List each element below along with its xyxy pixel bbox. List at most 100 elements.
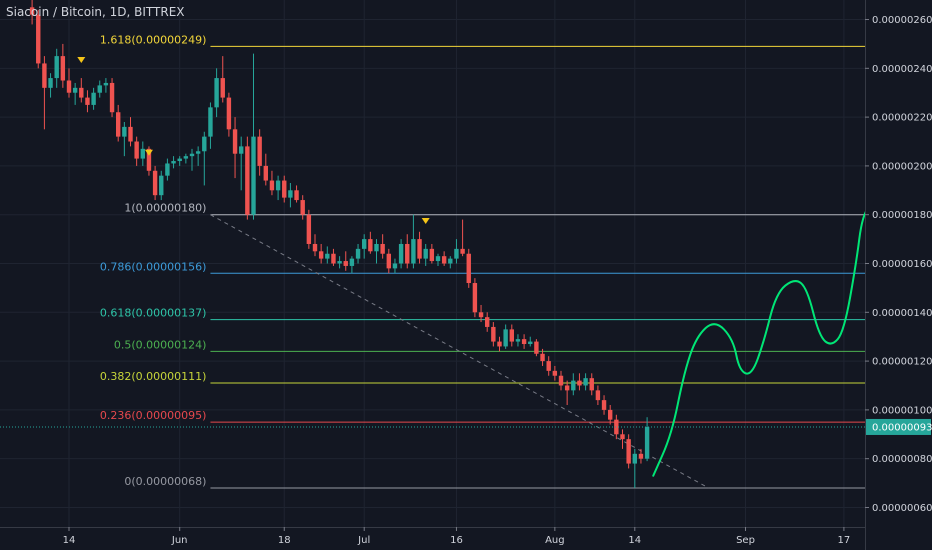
candle-body [48,78,53,88]
candle-body [103,82,109,86]
candle-body [152,170,158,196]
time-tick-label: Aug [545,535,565,546]
candle-body [478,312,484,318]
candle-body [134,141,139,159]
signal-marker-icon [421,218,430,225]
candle-body [232,129,238,154]
candle-body [214,78,219,108]
candle-body [564,385,570,391]
price-tick-label: 0.00000140 [872,308,932,319]
candle-body [528,341,533,345]
candle-body [325,253,330,259]
fib-level-label: 1(0.00000180) [124,202,206,215]
candle-body [263,165,268,181]
candle-body [571,380,576,391]
fib-level-label: 0(0.00000068) [124,475,206,488]
candle-body [208,107,213,137]
time-tick-label: 16 [450,535,463,546]
price-axis-background [865,0,932,550]
candle-body [159,175,164,196]
candle-body [552,370,558,376]
candle-body [540,353,545,362]
price-tick-label: 0.00000100 [872,405,932,416]
time-tick-label: 17 [838,535,851,546]
candle-body [503,329,508,347]
candle-body [251,136,256,215]
candle-body [122,126,127,137]
candle-body [195,151,201,154]
candle-body [257,136,262,166]
candle-body [386,253,391,269]
candle-body [644,426,650,459]
fib-retracement[interactable]: 1.618(0.00000249) 1(0.00000180) 0.786(0.00… [100,33,865,489]
candle-body [245,146,250,215]
candle-body [72,87,78,93]
signal-markers [77,56,430,225]
candle-body [411,239,416,264]
candle-body [165,163,170,176]
candle-body [116,112,121,137]
candle-body [614,419,619,435]
candle-body [448,258,453,264]
candle-body [454,248,459,259]
candle-body [460,248,465,254]
candle-body [577,380,582,386]
candle-body [546,361,551,371]
fib-level-label: 1.618(0.00000249) [100,33,207,46]
candle-body [177,158,182,162]
candle-body [306,214,312,244]
candle-body [282,180,287,198]
symbol-title: Siacoin / Bitcoin, 1D, BITTREX [6,5,185,19]
candle-body [632,453,637,464]
price-tick-label: 0.00000160 [872,259,932,270]
candle-body [183,156,189,159]
candle-body [534,341,539,354]
candle-body [368,239,373,252]
projection-path[interactable] [652,203,882,477]
candle-body [423,248,428,259]
candle-body [29,7,35,15]
time-tick-label: Jun [171,535,188,546]
candle-body [226,97,232,130]
fib-level-label: 0.382(0.00000111) [100,370,207,383]
candle-body [91,92,96,105]
candle-body [441,256,447,264]
candle-body [435,256,441,262]
candle-body [288,190,293,198]
signal-marker-icon [144,149,153,156]
candle-body [380,243,385,254]
dashed-trendline[interactable] [210,214,709,489]
trendline[interactable] [210,214,709,489]
time-axis[interactable]: 14 Jun 18 Jul 16 Aug 14 Sep 17 [0,527,865,550]
price-tick-label: 0.00000180 [872,210,932,221]
candle-body [220,78,225,98]
candle-body [54,56,59,79]
fib-level-label: 0.5(0.00000124) [114,338,207,351]
candlestick-series [29,0,650,488]
current-price-label: 0.00000093 [872,422,932,433]
candle-body [189,153,195,157]
candle-body [491,326,496,342]
candle-body [109,82,115,113]
candle-body [509,329,514,342]
candle-body [398,243,404,264]
candle-body [601,400,607,410]
price-tick-label: 0.00000240 [872,64,932,75]
candle-body [374,243,379,252]
candle-body [485,317,490,327]
candle-body [355,248,361,259]
time-axis-background [0,527,865,550]
price-tick-label: 0.00000120 [872,357,932,368]
projection-drawing[interactable] [652,203,882,477]
candle-body [294,190,299,201]
candle-body [239,146,244,154]
candle-body [275,180,281,191]
time-tick-label: 18 [278,535,291,546]
price-axis[interactable]: 0.00000260 0.00000240 0.00000220 0.00000200… [865,0,932,550]
candle-body [318,251,324,259]
time-tick-label: 14 [63,535,76,546]
candle-body [140,148,145,159]
price-tick-label: 0.00000080 [872,454,932,465]
